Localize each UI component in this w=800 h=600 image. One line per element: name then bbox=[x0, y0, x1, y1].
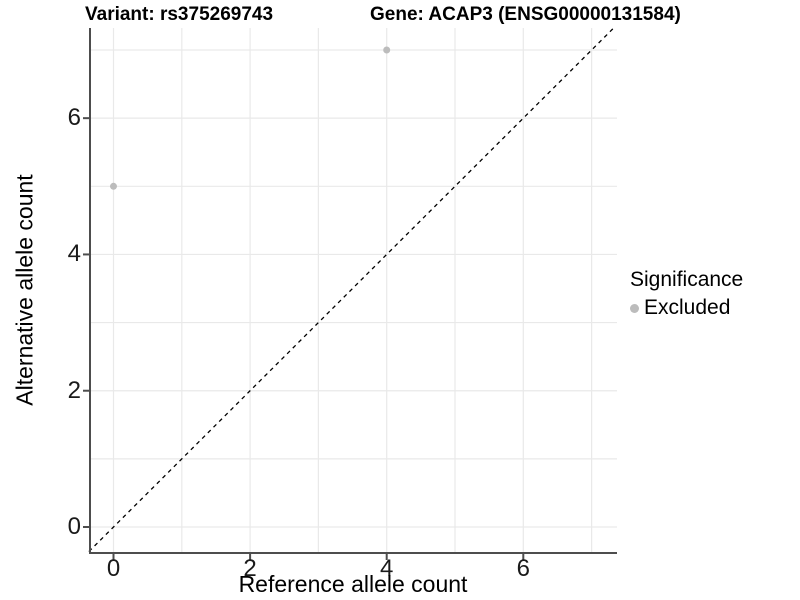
y-tick-label: 2 bbox=[67, 376, 81, 404]
legend-entry: Excluded bbox=[630, 296, 743, 320]
legend: Significance Excluded bbox=[630, 268, 743, 320]
y-tick-label: 0 bbox=[67, 513, 81, 540]
plot-panel bbox=[83, 28, 617, 560]
plot-title-gene: Gene: ACAP3 (ENSG00000131584) bbox=[370, 4, 681, 25]
x-tick-label: 6 bbox=[516, 555, 530, 582]
x-tick-label: 0 bbox=[106, 555, 121, 582]
legend-entries: Excluded bbox=[630, 296, 743, 320]
y-tick-label: 4 bbox=[67, 240, 81, 268]
data-point bbox=[110, 182, 117, 190]
legend-entry-label: Excluded bbox=[644, 296, 731, 319]
x-tick-label: 4 bbox=[380, 555, 394, 582]
identity-dashed-line bbox=[88, 28, 614, 552]
plot-title-variant: Variant: rs375269743 bbox=[85, 4, 274, 25]
x-axis-title: Reference allele count bbox=[238, 571, 468, 597]
y-tick-label: 6 bbox=[67, 104, 81, 132]
legend-key-dot-icon bbox=[630, 303, 639, 313]
x-tick-label: 2 bbox=[243, 555, 257, 582]
legend-title: Significance bbox=[630, 268, 744, 291]
y-axis-title: Alternative allele count bbox=[11, 174, 38, 406]
data-point bbox=[383, 46, 391, 54]
